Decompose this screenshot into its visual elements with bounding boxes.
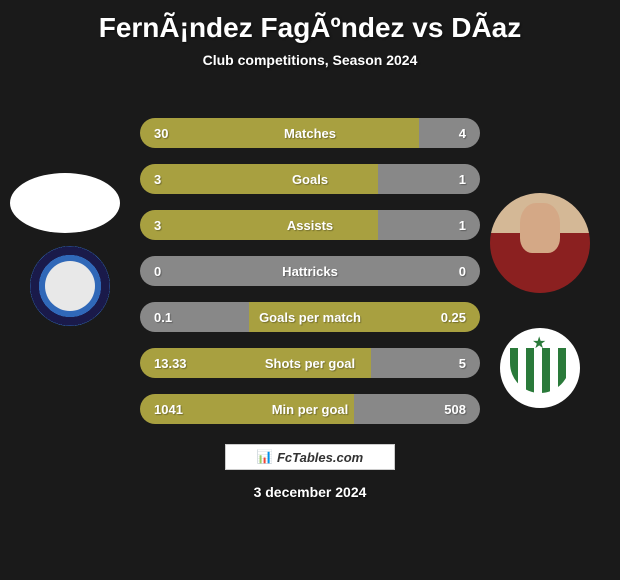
footer-date: 3 december 2024 — [0, 470, 620, 500]
chart-icon: 📊 — [257, 449, 273, 465]
stat-row: 3 1 Goals — [140, 164, 480, 194]
stat-left-bar — [140, 210, 378, 240]
stats-container: 30 4 Matches 3 1 Goals 3 1 Assists 0 0 Hattricks 0.1… — [140, 88, 480, 424]
content-area: ★ 304Matches31Goals31Assists00Hattricks0… — [0, 68, 620, 500]
club-right-shield-icon: ★ — [500, 328, 580, 408]
stat-left-value: 0 — [154, 264, 161, 279]
stat-left-value: 30 — [154, 126, 168, 141]
stat-label: Goals — [292, 172, 328, 187]
stat-left-value: 3 — [154, 218, 161, 233]
stat-left-value: 0.1 — [154, 310, 172, 325]
stat-left-value: 3 — [154, 172, 161, 187]
stat-right-value: 5 — [459, 356, 466, 371]
page-subtitle: Club competitions, Season 2024 — [0, 44, 620, 68]
club-left-badge — [20, 246, 120, 331]
stat-row: 13.33 5 Shots per goal — [140, 348, 480, 378]
footer-logo: 📊 FcTables.com — [225, 444, 395, 470]
stat-label: Min per goal — [272, 402, 349, 417]
stat-right-bar — [419, 118, 480, 148]
page-title: FernÃ¡ndez FagÃºndez vs DÃ­az — [0, 0, 620, 44]
stat-right-value: 508 — [444, 402, 466, 417]
stat-label: Matches — [284, 126, 336, 141]
stat-label: Hattricks — [282, 264, 338, 279]
club-left-shield-icon — [30, 246, 110, 326]
stat-left-value: 13.33 — [154, 356, 187, 371]
player-left-avatar — [10, 173, 120, 233]
stat-right-value: 4 — [459, 126, 466, 141]
stat-row: 30 4 Matches — [140, 118, 480, 148]
stat-left-value: 1041 — [154, 402, 183, 417]
stat-row: 0 0 Hattricks — [140, 256, 480, 286]
stat-left-bar — [140, 164, 378, 194]
club-right-badge: ★ — [490, 328, 590, 413]
stat-row: 1041 508 Min per goal — [140, 394, 480, 424]
player-right-avatar — [490, 193, 590, 293]
stat-label: Goals per match — [259, 310, 361, 325]
stat-label: Assists — [287, 218, 333, 233]
stat-right-value: 0 — [459, 264, 466, 279]
stat-label: Shots per goal — [265, 356, 355, 371]
stat-row: 0.1 0.25 Goals per match — [140, 302, 480, 332]
stat-left-bar — [140, 118, 419, 148]
stat-row: 3 1 Assists — [140, 210, 480, 240]
stat-right-value: 1 — [459, 172, 466, 187]
footer-logo-text: FcTables.com — [277, 450, 363, 465]
stat-right-value: 0.25 — [441, 310, 466, 325]
stat-right-value: 1 — [459, 218, 466, 233]
